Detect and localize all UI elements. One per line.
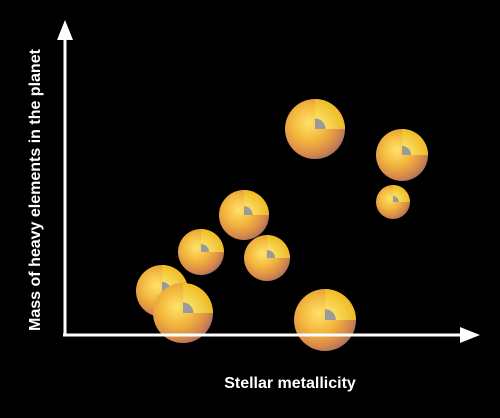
planet xyxy=(178,229,224,275)
planet-cutaway xyxy=(244,190,269,215)
planet xyxy=(219,190,269,240)
planet-core xyxy=(325,309,336,320)
planet-cutaway xyxy=(183,283,213,313)
planet-core xyxy=(183,302,194,313)
x-arrow xyxy=(460,327,480,343)
axes xyxy=(57,20,480,343)
planet-cutaway xyxy=(201,229,224,252)
planet-core xyxy=(267,249,276,258)
y-arrow xyxy=(57,20,73,40)
planet xyxy=(285,99,345,159)
planet-cutaway xyxy=(393,185,410,202)
planet xyxy=(294,289,356,351)
y-axis-label: Mass of heavy elements in the planet xyxy=(27,48,44,331)
planet-cutaway xyxy=(402,129,428,155)
planet-core xyxy=(393,196,399,202)
planet xyxy=(153,283,213,343)
planet xyxy=(244,235,290,281)
x-axis-label: Stellar metallicity xyxy=(224,375,356,392)
planet-cutaway xyxy=(315,99,345,129)
planet xyxy=(376,185,410,219)
planet-cutaway xyxy=(267,235,290,258)
planet-core xyxy=(244,206,253,215)
planet-cutaway xyxy=(325,289,356,320)
planet-core xyxy=(201,243,210,252)
planet-core xyxy=(315,118,326,129)
planet-core xyxy=(402,145,412,155)
planet xyxy=(376,129,428,181)
